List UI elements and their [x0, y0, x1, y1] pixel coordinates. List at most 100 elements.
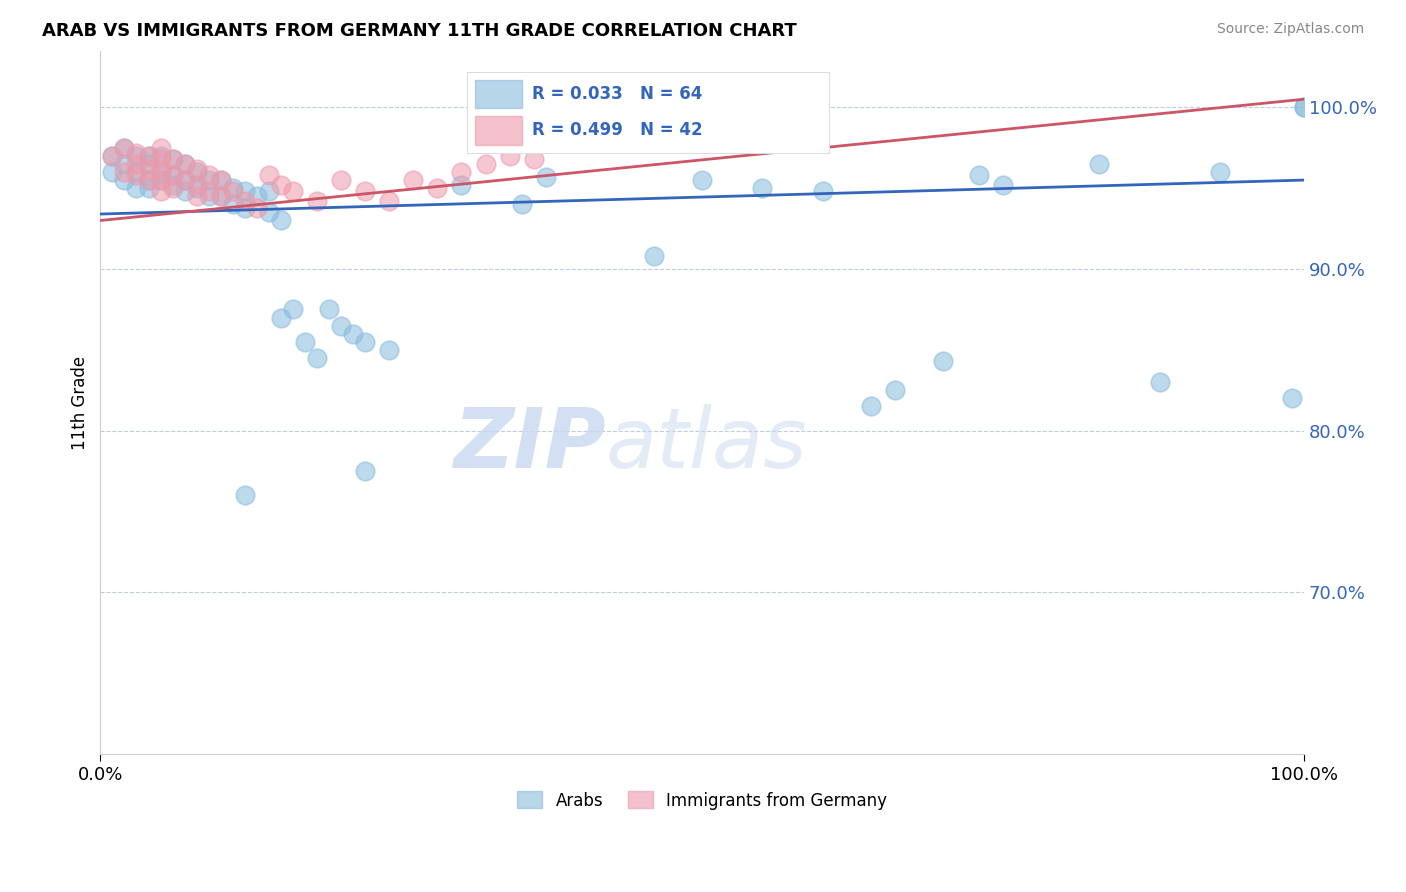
- Point: [125, 149, 148, 163]
- Point: [197, 168, 219, 182]
- Point: [233, 488, 256, 502]
- Point: [209, 173, 232, 187]
- Point: [149, 185, 172, 199]
- Point: [270, 310, 292, 325]
- Point: [318, 302, 340, 317]
- Point: [450, 178, 472, 192]
- Point: [534, 169, 557, 184]
- Point: [209, 189, 232, 203]
- Point: [246, 189, 269, 203]
- Point: [125, 145, 148, 160]
- Point: [1294, 100, 1316, 114]
- Point: [1294, 100, 1316, 114]
- Point: [257, 168, 280, 182]
- Point: [859, 400, 882, 414]
- Point: [330, 173, 353, 187]
- Point: [498, 149, 520, 163]
- Point: [643, 249, 665, 263]
- Text: ARAB VS IMMIGRANTS FROM GERMANY 11TH GRADE CORRELATION CHART: ARAB VS IMMIGRANTS FROM GERMANY 11TH GRA…: [42, 22, 797, 40]
- Point: [197, 173, 219, 187]
- Point: [149, 165, 172, 179]
- Point: [690, 173, 713, 187]
- Point: [125, 157, 148, 171]
- Point: [173, 173, 195, 187]
- Point: [342, 326, 364, 341]
- Point: [233, 194, 256, 208]
- Point: [967, 168, 990, 182]
- Point: [378, 343, 401, 357]
- Point: [186, 181, 208, 195]
- Point: [186, 178, 208, 192]
- Point: [138, 181, 160, 195]
- Point: [209, 173, 232, 187]
- Point: [112, 173, 135, 187]
- Point: [125, 165, 148, 179]
- Point: [222, 197, 245, 211]
- Point: [173, 185, 195, 199]
- Point: [222, 181, 245, 195]
- Point: [294, 334, 316, 349]
- Point: [162, 152, 184, 166]
- Point: [112, 157, 135, 171]
- Point: [354, 464, 377, 478]
- Point: [186, 161, 208, 176]
- Point: [197, 189, 219, 203]
- Point: [270, 213, 292, 227]
- Point: [149, 141, 172, 155]
- Point: [162, 152, 184, 166]
- Point: [330, 318, 353, 333]
- Point: [1209, 165, 1232, 179]
- Point: [197, 185, 219, 199]
- Point: [149, 173, 172, 187]
- Point: [186, 165, 208, 179]
- Point: [149, 149, 172, 163]
- Point: [112, 165, 135, 179]
- Point: [281, 302, 304, 317]
- Point: [1088, 157, 1111, 171]
- Point: [125, 168, 148, 182]
- Point: [186, 189, 208, 203]
- Point: [305, 351, 328, 365]
- Point: [378, 194, 401, 208]
- Point: [246, 201, 269, 215]
- Point: [305, 194, 328, 208]
- Point: [138, 173, 160, 187]
- Point: [751, 181, 773, 195]
- Point: [149, 152, 172, 166]
- Text: Source: ZipAtlas.com: Source: ZipAtlas.com: [1216, 22, 1364, 37]
- Point: [101, 165, 124, 179]
- Point: [474, 157, 496, 171]
- Point: [523, 152, 546, 166]
- Point: [991, 178, 1014, 192]
- Point: [138, 161, 160, 176]
- Point: [222, 185, 245, 199]
- Point: [257, 205, 280, 219]
- Point: [281, 185, 304, 199]
- Point: [101, 149, 124, 163]
- Point: [173, 173, 195, 187]
- Text: atlas: atlas: [606, 404, 807, 485]
- Point: [162, 181, 184, 195]
- Point: [270, 178, 292, 192]
- Point: [138, 173, 160, 187]
- Point: [233, 201, 256, 215]
- Point: [138, 149, 160, 163]
- Point: [426, 181, 449, 195]
- Point: [510, 197, 533, 211]
- Point: [101, 149, 124, 163]
- Point: [1281, 392, 1303, 406]
- Point: [883, 384, 905, 398]
- Point: [112, 141, 135, 155]
- Point: [112, 141, 135, 155]
- Point: [162, 168, 184, 182]
- Point: [450, 165, 472, 179]
- Point: [1149, 376, 1171, 390]
- Point: [138, 149, 160, 163]
- Point: [354, 334, 377, 349]
- Point: [932, 354, 955, 368]
- Text: ZIP: ZIP: [453, 404, 606, 485]
- Point: [811, 185, 834, 199]
- Point: [173, 157, 195, 171]
- Legend: Arabs, Immigrants from Germany: Arabs, Immigrants from Germany: [510, 785, 894, 816]
- Point: [173, 157, 195, 171]
